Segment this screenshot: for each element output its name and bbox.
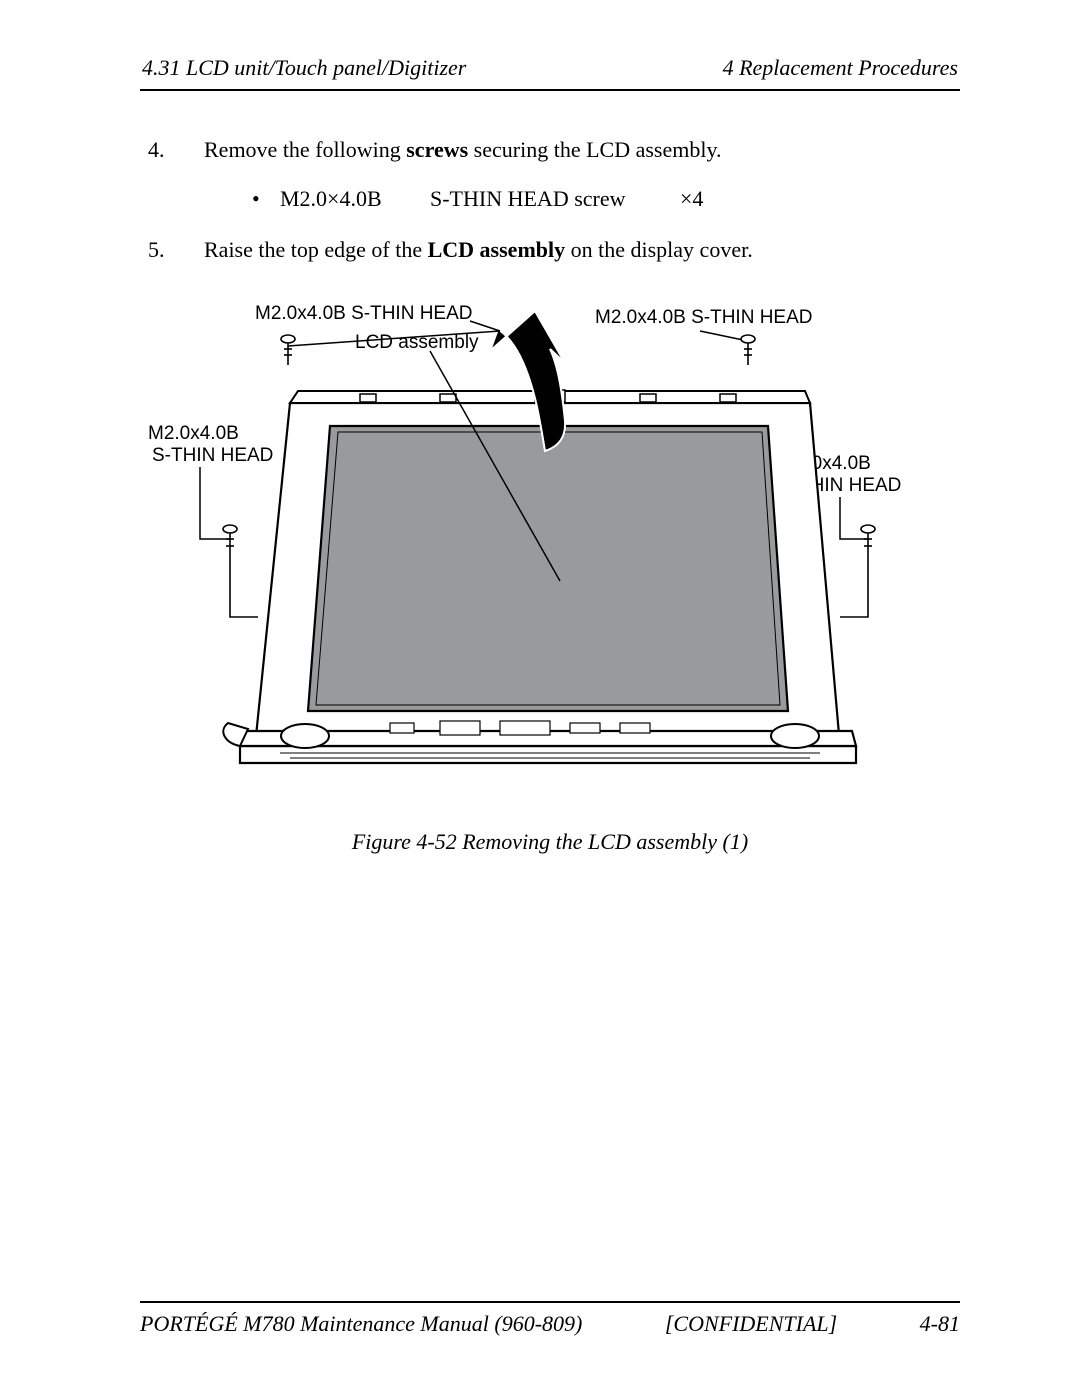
- screw-spec: M2.0×4.0B: [280, 184, 430, 215]
- step-5-bold: LCD assembly: [428, 237, 566, 262]
- lcd-panel: [308, 426, 788, 711]
- label-top-left: M2.0x4.0B S-THIN HEAD: [255, 303, 473, 324]
- step-4-bold: screws: [406, 137, 468, 162]
- step-5-num: 5.: [140, 235, 204, 266]
- step-4-pre: Remove the following: [204, 137, 406, 162]
- step-4-num: 4.: [140, 135, 204, 166]
- header-right: 4 Replacement Procedures: [723, 55, 958, 81]
- label-top-right: M2.0x4.0B S-THIN HEAD: [595, 307, 813, 328]
- header-left: 4.31 LCD unit/Touch panel/Digitizer: [142, 55, 466, 81]
- screw-top-right: [741, 335, 755, 365]
- footer-right: 4-81: [920, 1311, 960, 1337]
- label-lcd: LCD assembly: [355, 332, 479, 353]
- footer-row: PORTÉGÉ M780 Maintenance Manual (960-809…: [140, 1311, 960, 1337]
- step-4-text: Remove the following screws securing the…: [204, 135, 960, 166]
- step-4-post: securing the LCD assembly.: [468, 137, 721, 162]
- screw-mid-left: [223, 525, 258, 617]
- step-5-post: on the display cover.: [565, 237, 753, 262]
- screw-qty: ×4: [680, 184, 703, 215]
- footer-rule: [140, 1301, 960, 1303]
- footer-center: [CONFIDENTIAL]: [665, 1311, 837, 1337]
- step-5-text: Raise the top edge of the LCD assembly o…: [204, 235, 960, 266]
- step-4: 4. Remove the following screws securing …: [140, 135, 960, 166]
- figure-caption: Figure 4-52 Removing the LCD assembly (1…: [140, 827, 960, 858]
- figure-4-52: M2.0x4.0B S-THIN HEAD M2.0x4.0B S-THIN H…: [140, 291, 960, 811]
- page: 4.31 LCD unit/Touch panel/Digitizer 4 Re…: [0, 0, 1080, 1397]
- screw-type: S-THIN HEAD screw: [430, 184, 680, 215]
- page-footer: PORTÉGÉ M780 Maintenance Manual (960-809…: [140, 1301, 960, 1337]
- bullet-dot: •: [252, 184, 280, 215]
- content: 4. Remove the following screws securing …: [140, 91, 960, 858]
- screw-spec-bullet: • M2.0×4.0B S-THIN HEAD screw ×4: [252, 184, 960, 215]
- steps-list: 4. Remove the following screws securing …: [140, 135, 960, 166]
- steps-list-2: 5. Raise the top edge of the LCD assembl…: [140, 235, 960, 266]
- screw-top-left: [281, 335, 295, 365]
- lcd-assembly-diagram: M2.0x4.0B S-THIN HEAD M2.0x4.0B S-THIN H…: [140, 291, 960, 811]
- page-header: 4.31 LCD unit/Touch panel/Digitizer 4 Re…: [140, 55, 960, 89]
- label-mid-left-2: S-THIN HEAD: [152, 445, 273, 466]
- step-5: 5. Raise the top edge of the LCD assembl…: [140, 235, 960, 266]
- label-mid-left-1: M2.0x4.0B: [148, 423, 239, 444]
- step-5-pre: Raise the top edge of the: [204, 237, 428, 262]
- footer-left: PORTÉGÉ M780 Maintenance Manual (960-809…: [140, 1311, 582, 1337]
